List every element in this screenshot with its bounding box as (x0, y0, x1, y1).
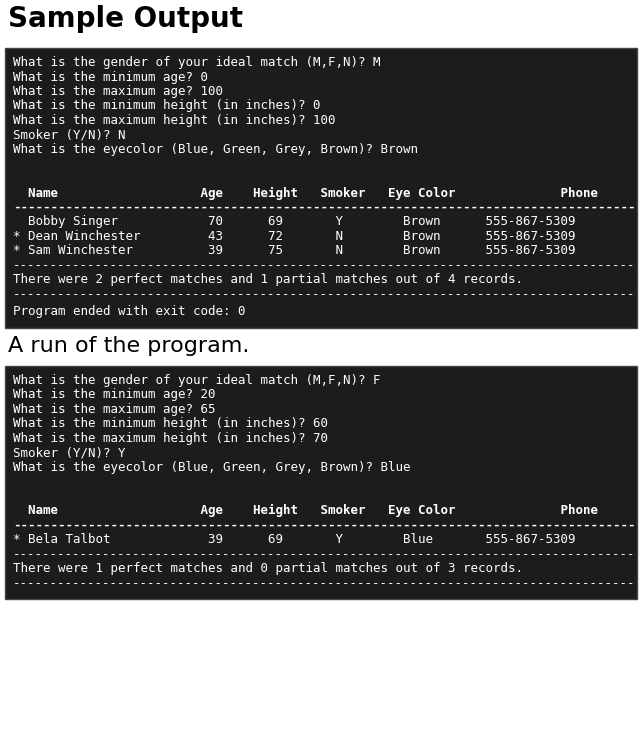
Bar (5, 366, 637, 599)
Text: * Dean Winchester         43      72       N        Brown      555-867-5309: * Dean Winchester 43 72 N Brown 555-867-… (13, 230, 575, 243)
Text: Name                   Age    Height   Smoker   Eye Color              Phone: Name Age Height Smoker Eye Color Phone (13, 186, 598, 199)
Text: What is the eyecolor (Blue, Green, Grey, Brown)? Blue: What is the eyecolor (Blue, Green, Grey,… (13, 461, 410, 474)
Text: --------------------------------------------------------------------------------: ----------------------------------------… (13, 577, 636, 590)
Text: What is the maximum height (in inches)? 70: What is the maximum height (in inches)? … (13, 432, 328, 445)
Text: Smoker (Y/N)? N: Smoker (Y/N)? N (13, 128, 125, 141)
Text: There were 1 perfect matches and 0 partial matches out of 3 records.: There were 1 perfect matches and 0 parti… (13, 562, 523, 575)
Text: Bobby Singer            70      69       Y        Brown      555-867-5309: Bobby Singer 70 69 Y Brown 555-867-5309 (13, 215, 575, 229)
Text: --------------------------------------------------------------------------------: ----------------------------------------… (13, 519, 636, 532)
Text: --------------------------------------------------------------------------------: ----------------------------------------… (13, 259, 636, 272)
Text: What is the maximum age? 100: What is the maximum age? 100 (13, 85, 223, 98)
Text: What is the gender of your ideal match (M,F,N)? F: What is the gender of your ideal match (… (13, 374, 381, 387)
Text: --------------------------------------------------------------------------------: ----------------------------------------… (13, 201, 636, 214)
Text: * Sam Winchester          39      75       N        Brown      555-867-5309: * Sam Winchester 39 75 N Brown 555-867-5… (13, 245, 575, 257)
Text: * Bela Talbot             39      69       Y        Blue       555-867-5309: * Bela Talbot 39 69 Y Blue 555-867-5309 (13, 533, 575, 547)
Text: A run of the program.: A run of the program. (8, 336, 249, 356)
Text: Name                   Age    Height   Smoker   Eye Color              Phone: Name Age Height Smoker Eye Color Phone (13, 504, 598, 517)
Text: What is the maximum height (in inches)? 100: What is the maximum height (in inches)? … (13, 114, 336, 127)
Text: There were 2 perfect matches and 1 partial matches out of 4 records.: There were 2 perfect matches and 1 parti… (13, 273, 523, 286)
Text: What is the minimum age? 0: What is the minimum age? 0 (13, 70, 208, 84)
Text: --------------------------------------------------------------------------------: ----------------------------------------… (13, 288, 636, 301)
Text: What is the minimum height (in inches)? 60: What is the minimum height (in inches)? … (13, 418, 328, 430)
Text: What is the minimum age? 20: What is the minimum age? 20 (13, 388, 216, 402)
Text: What is the gender of your ideal match (M,F,N)? M: What is the gender of your ideal match (… (13, 56, 381, 69)
Text: Sample Output: Sample Output (8, 5, 243, 33)
Text: Smoker (Y/N)? Y: Smoker (Y/N)? Y (13, 446, 125, 459)
Bar (5, 48, 637, 328)
Text: --------------------------------------------------------------------------------: ----------------------------------------… (13, 548, 636, 561)
Text: Program ended with exit code: 0: Program ended with exit code: 0 (13, 306, 245, 319)
Text: What is the eyecolor (Blue, Green, Grey, Brown)? Brown: What is the eyecolor (Blue, Green, Grey,… (13, 143, 418, 156)
Text: What is the maximum age? 65: What is the maximum age? 65 (13, 403, 216, 416)
Text: What is the minimum height (in inches)? 0: What is the minimum height (in inches)? … (13, 100, 320, 112)
